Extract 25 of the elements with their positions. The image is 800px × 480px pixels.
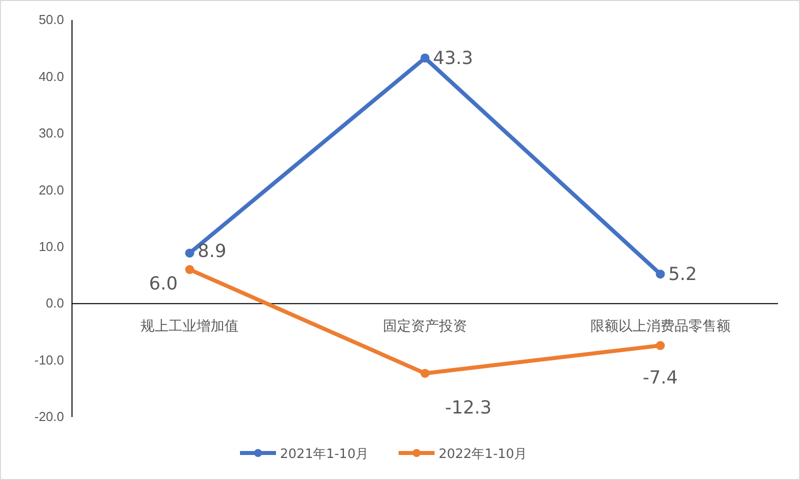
y-tick-label: 30.0 [38, 126, 64, 141]
y-tick-label: 40.0 [38, 68, 64, 84]
y-tick-label: -10.0 [34, 352, 64, 368]
point [656, 341, 665, 350]
x-tick-label: 规上工业增加值 [140, 318, 239, 335]
data-label: -12.3 [445, 397, 492, 418]
x-tick-label: 固定资产投资 [383, 318, 467, 335]
point [420, 368, 430, 378]
x-tick-label: 限额以上消费品零售额 [590, 318, 730, 335]
data-label: 43.3 [433, 48, 474, 69]
legend-label: 2021年1-10月 [280, 447, 369, 462]
data-label: 8.9 [198, 241, 226, 262]
y-tick-label: 0.0 [46, 296, 64, 311]
point [656, 270, 665, 279]
point [185, 248, 194, 258]
point [420, 53, 430, 63]
y-tick-label: 10.0 [38, 239, 64, 254]
data-label: -7.4 [642, 368, 678, 389]
point [185, 265, 194, 274]
y-tick-label: -20.0 [34, 409, 64, 424]
y-tick-label: 20.0 [38, 182, 64, 198]
y-tick-label: 50.0 [38, 12, 64, 28]
data-label: 5.2 [668, 264, 697, 286]
legend-label: 2022年1-10月 [438, 447, 528, 462]
data-label: 6.0 [149, 274, 178, 295]
